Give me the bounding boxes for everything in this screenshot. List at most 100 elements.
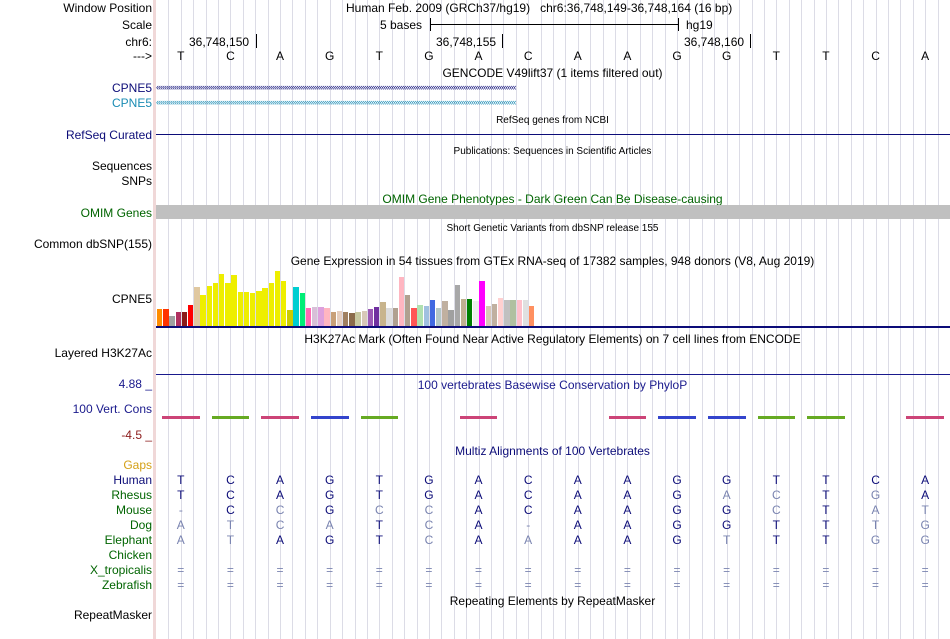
multiz-species-label[interactable]: Chicken — [108, 548, 152, 562]
gtex-tissue-bar[interactable] — [429, 300, 436, 326]
multiz-base: T — [772, 473, 780, 487]
gencode-gene-1-label[interactable]: CPNE5 — [111, 81, 152, 95]
gtex-tissue-bar[interactable] — [510, 300, 516, 326]
gtex-tissue-bar[interactable] — [262, 288, 268, 326]
gtex-tissue-bar[interactable] — [448, 310, 454, 326]
gtex-tissue-bar[interactable] — [305, 308, 312, 326]
multiz-base: - — [178, 503, 183, 517]
gtex-tissue-bar[interactable] — [529, 306, 535, 326]
gtex-tissue-bar[interactable] — [175, 312, 181, 326]
multiz-base: C — [424, 533, 434, 547]
gtex-tissue-bar[interactable] — [398, 277, 405, 326]
gtex-tissue-bar[interactable] — [411, 308, 417, 326]
gtex-tissue-bar[interactable] — [157, 309, 163, 326]
cons-base-mark — [261, 416, 299, 419]
gencode-gene-2-label[interactable]: CPNE5 — [111, 96, 152, 110]
cons-base-mark — [360, 416, 399, 419]
multiz-species-label[interactable]: Elephant — [104, 533, 152, 547]
h3k27ac-label[interactable]: Layered H3K27Ac — [54, 346, 152, 360]
gtex-tissue-bar[interactable] — [405, 295, 411, 326]
gtex-tissue-bar[interactable] — [361, 311, 367, 326]
refseq-feature[interactable] — [156, 134, 950, 135]
gtex-tissue-bar[interactable] — [454, 285, 460, 326]
gtex-tissue-bar[interactable] — [268, 283, 274, 326]
gtex-tissue-bar[interactable] — [169, 316, 175, 326]
repeatmasker-label[interactable]: RepeatMasker — [73, 608, 152, 622]
gtex-tissue-bar[interactable] — [473, 301, 479, 326]
gtex-tissue-bar[interactable] — [417, 305, 423, 326]
gtex-tissue-bar[interactable] — [212, 283, 219, 326]
multiz-species-label[interactable]: Mouse — [115, 503, 152, 517]
gtex-tissue-bar[interactable] — [491, 304, 498, 326]
gtex-tissue-bar[interactable] — [522, 300, 529, 326]
gtex-tissue-bar[interactable] — [392, 308, 398, 326]
gtex-tissue-bar[interactable] — [243, 292, 250, 326]
gtex-tissue-bar[interactable] — [194, 287, 200, 326]
gtex-tissue-bar[interactable] — [355, 312, 361, 326]
grid-line — [366, 0, 368, 639]
multiz-species-label[interactable]: Rhesus — [111, 488, 152, 502]
gtex-tissue-bar[interactable] — [336, 311, 343, 326]
gtex-tissue-bar[interactable] — [225, 283, 231, 326]
gaps-label[interactable]: Gaps — [123, 458, 152, 472]
gtex-tissue-bar[interactable] — [367, 309, 374, 326]
gtex-tissue-bar[interactable] — [516, 300, 522, 326]
gtex-tissue-bar[interactable] — [188, 305, 194, 326]
gtex-tissue-bar[interactable] — [256, 291, 262, 326]
multiz-species-label[interactable]: Dog — [129, 518, 152, 532]
gencode-gene-2-feature[interactable]: ‹‹‹‹‹‹‹‹‹‹‹‹‹‹‹‹‹‹‹‹‹‹‹‹‹‹‹‹‹‹‹‹‹‹‹‹‹‹‹‹… — [156, 98, 516, 107]
gtex-tissue-bar[interactable] — [504, 300, 510, 326]
gencode-title: GENCODE V49lift37 (1 items filtered out) — [442, 66, 663, 80]
gtex-tissue-bar[interactable] — [343, 312, 349, 326]
snps-label[interactable]: SNPs — [121, 174, 152, 188]
gtex-tissue-bar[interactable] — [498, 298, 504, 326]
gtex-tissue-bar[interactable] — [312, 307, 318, 326]
multiz-species-label[interactable]: Zebrafish — [101, 578, 152, 592]
multiz-species-label[interactable]: X_tropicalis — [89, 563, 152, 577]
gtex-tissue-bar[interactable] — [318, 307, 324, 326]
multiz-species-label[interactable]: Human — [113, 473, 152, 487]
gtex-tissue-bar[interactable] — [293, 287, 299, 326]
gtex-tissue-bar[interactable] — [374, 307, 380, 326]
refseq-label[interactable]: RefSeq Curated — [65, 128, 152, 142]
gtex-tissue-bar[interactable] — [349, 313, 355, 326]
gtex-tissue-bar[interactable] — [274, 271, 281, 326]
gtex-tissue-bar[interactable] — [219, 274, 225, 326]
gtex-tissue-bar[interactable] — [287, 310, 293, 326]
coord-3-tick — [750, 34, 751, 48]
omim-label[interactable]: OMIM Genes — [80, 206, 152, 220]
gtex-tissue-bar[interactable] — [200, 295, 206, 326]
gtex-tissue-bar[interactable] — [206, 286, 212, 326]
gtex-tissue-bar[interactable] — [423, 306, 429, 326]
reference-base: T — [177, 49, 185, 63]
gtex-tissue-bar[interactable] — [479, 281, 485, 326]
gtex-gene-label[interactable]: CPNE5 — [111, 292, 152, 306]
gtex-tissue-bar[interactable] — [299, 293, 305, 326]
gencode-gene-1-feature[interactable]: ‹‹‹‹‹‹‹‹‹‹‹‹‹‹‹‹‹‹‹‹‹‹‹‹‹‹‹‹‹‹‹‹‹‹‹‹‹‹‹‹… — [156, 83, 516, 92]
cons-label[interactable]: 100 Vert. Cons — [72, 402, 152, 416]
gtex-tissue-bar[interactable] — [181, 312, 188, 326]
gtex-tissue-bar[interactable] — [436, 308, 442, 326]
multiz-base: G — [424, 473, 434, 487]
gtex-tissue-bar[interactable] — [485, 306, 491, 326]
reference-base: A — [921, 49, 930, 63]
dbsnp-label[interactable]: Common dbSNP(155) — [33, 237, 152, 251]
gtex-tissue-bar[interactable] — [386, 308, 392, 326]
gtex-tissue-bar[interactable] — [460, 299, 467, 326]
multiz-base: T — [822, 473, 830, 487]
gtex-tissue-bar[interactable] — [250, 293, 256, 326]
multiz-base: = — [524, 563, 532, 577]
gtex-tissue-bar[interactable] — [467, 299, 473, 326]
gtex-tissue-bar[interactable] — [237, 292, 243, 326]
gtex-tissue-bar[interactable] — [324, 308, 330, 326]
gtex-tissue-bar[interactable] — [163, 309, 169, 326]
gtex-tissue-bar[interactable] — [281, 281, 287, 326]
pubs-label[interactable]: Sequences — [91, 159, 152, 173]
omim-feature[interactable] — [156, 205, 950, 219]
gtex-tissue-bar[interactable] — [442, 301, 448, 326]
gtex-tissue-bar[interactable] — [231, 275, 237, 326]
multiz-base: G — [722, 518, 732, 532]
gtex-tissue-bar[interactable] — [330, 312, 336, 326]
gtex-tissue-bar[interactable] — [380, 302, 386, 326]
